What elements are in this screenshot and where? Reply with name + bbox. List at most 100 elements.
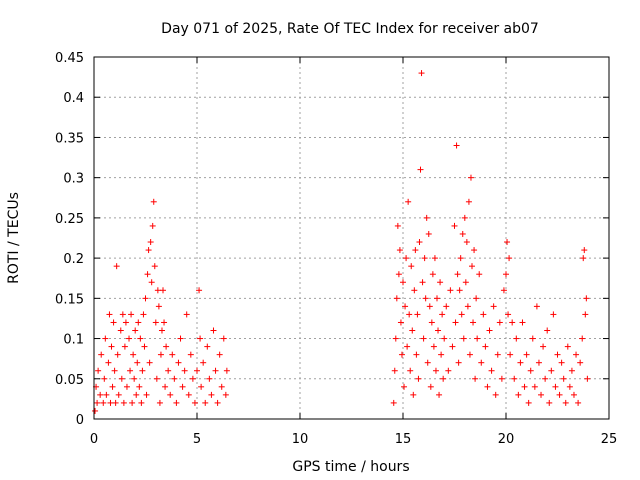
data-point (175, 359, 182, 366)
data-point (486, 327, 493, 334)
data-point (101, 375, 108, 382)
data-point (412, 247, 419, 254)
data-point (183, 311, 190, 318)
data-point (107, 399, 114, 406)
grid-lines (94, 57, 609, 419)
data-point (464, 303, 471, 310)
x-tick-label: 25 (601, 432, 618, 447)
data-point (163, 343, 170, 350)
data-point (179, 383, 186, 390)
data-point (568, 367, 575, 374)
data-point (509, 319, 516, 326)
data-point (492, 391, 499, 398)
data-point (463, 239, 470, 246)
data-point (554, 351, 561, 358)
data-point (102, 335, 109, 342)
data-point (535, 359, 542, 366)
data-point (418, 70, 425, 77)
data-point (455, 359, 462, 366)
data-point (143, 391, 150, 398)
data-point (158, 327, 165, 334)
data-point (582, 311, 589, 318)
data-point (177, 335, 184, 342)
data-point (424, 359, 431, 366)
data-point (515, 391, 522, 398)
data-point (108, 343, 115, 350)
data-point (98, 351, 105, 358)
data-point (152, 319, 159, 326)
y-tick-label: 0 (76, 413, 84, 428)
plot-frame (93, 56, 610, 420)
data-point (111, 367, 118, 374)
data-point (469, 263, 476, 270)
data-point (117, 327, 124, 334)
data-point (214, 399, 221, 406)
data-point (409, 327, 416, 334)
data-point (106, 311, 113, 318)
data-point (482, 343, 489, 350)
data-point (498, 375, 505, 382)
data-point (417, 166, 424, 173)
data-point (123, 383, 130, 390)
data-point (140, 311, 147, 318)
y-tick-label: 0.4 (63, 91, 84, 106)
data-point (141, 343, 148, 350)
data-point (191, 399, 198, 406)
data-point (135, 319, 142, 326)
data-point (538, 391, 545, 398)
data-point (149, 222, 156, 229)
data-point (577, 359, 584, 366)
data-point (470, 319, 477, 326)
data-point (181, 367, 188, 374)
data-point (452, 319, 459, 326)
data-point (129, 399, 136, 406)
data-point (517, 359, 524, 366)
data-point (546, 399, 553, 406)
data-point (404, 343, 411, 350)
data-point (542, 375, 549, 382)
data-point (397, 319, 404, 326)
data-point (406, 311, 413, 318)
data-point (445, 367, 452, 374)
data-point (575, 399, 582, 406)
data-point (580, 255, 587, 262)
data-point (187, 351, 194, 358)
data-point (204, 343, 211, 350)
data-point (222, 391, 229, 398)
data-point (550, 311, 557, 318)
data-point (110, 319, 117, 326)
data-point (410, 391, 417, 398)
data-point (408, 263, 415, 270)
data-point (154, 287, 161, 294)
data-point (422, 295, 429, 302)
data-point (121, 343, 128, 350)
data-point (414, 311, 421, 318)
data-point (396, 247, 403, 254)
data-point (433, 295, 440, 302)
data-point (120, 399, 127, 406)
data-point (540, 343, 547, 350)
data-point (531, 383, 538, 390)
data-point (118, 375, 125, 382)
data-point (566, 383, 573, 390)
data-point (573, 351, 580, 358)
data-point (441, 335, 448, 342)
data-point (529, 335, 536, 342)
y-tick-label: 0.45 (55, 51, 84, 66)
data-point (189, 375, 196, 382)
x-tick-label: 5 (193, 432, 201, 447)
data-point (440, 375, 447, 382)
data-point (138, 399, 145, 406)
y-tick-label: 0.15 (55, 292, 84, 307)
data-point (132, 327, 139, 334)
data-point (480, 311, 487, 318)
data-point (484, 383, 491, 390)
data-point (208, 391, 215, 398)
data-point (432, 367, 439, 374)
data-point (476, 271, 483, 278)
data-point (548, 367, 555, 374)
data-point (393, 295, 400, 302)
data-point (431, 255, 438, 262)
data-point (457, 255, 464, 262)
data-point (161, 319, 168, 326)
